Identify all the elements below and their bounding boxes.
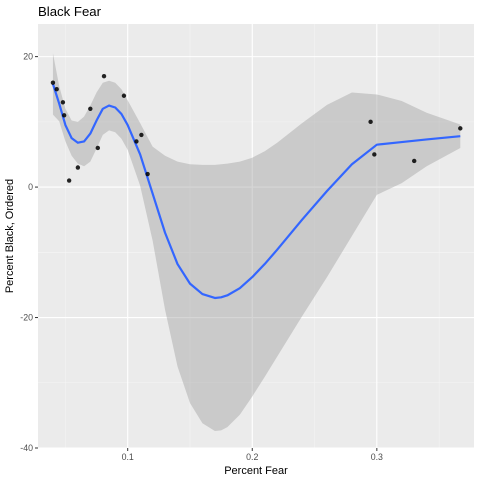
plot-panel [38,24,474,448]
data-point [61,113,67,118]
y-axis-title: Percent Black, Ordered [4,179,16,293]
data-point [60,100,66,105]
data-point [50,80,56,85]
data-point [368,119,373,125]
loess-line [51,83,461,300]
data-point [101,73,107,79]
x-axis-title: Percent Fear [224,465,288,477]
y-tick-label: -40 [20,443,33,453]
data-point [54,87,59,92]
y-tick-label: 20 [23,52,33,62]
confidence-band [52,53,461,432]
confidence-ribbon [52,53,461,432]
data-point [121,93,127,98]
data-point [75,165,81,170]
data-point [88,106,93,112]
y-tick-label: 0 [28,182,33,192]
y-tick-label: -20 [20,313,33,323]
data-point [66,178,72,183]
x-tick-label: 0.3 [371,452,383,462]
smooth-line [51,83,461,300]
data-point [139,132,144,138]
data-point [372,152,377,157]
x-tick-label: 0.1 [122,452,134,462]
data-point [412,158,417,164]
data-points [50,73,463,183]
axes: 0.1 0.2 0.3 -40 -20 0 20 [20,52,383,462]
data-point [95,145,100,151]
grid-lines [38,24,474,449]
data-point [134,139,139,144]
data-point [458,126,463,131]
x-tick-label: 0.2 [246,452,258,462]
data-point [145,171,150,177]
chart-title: Black Fear [38,4,102,19]
